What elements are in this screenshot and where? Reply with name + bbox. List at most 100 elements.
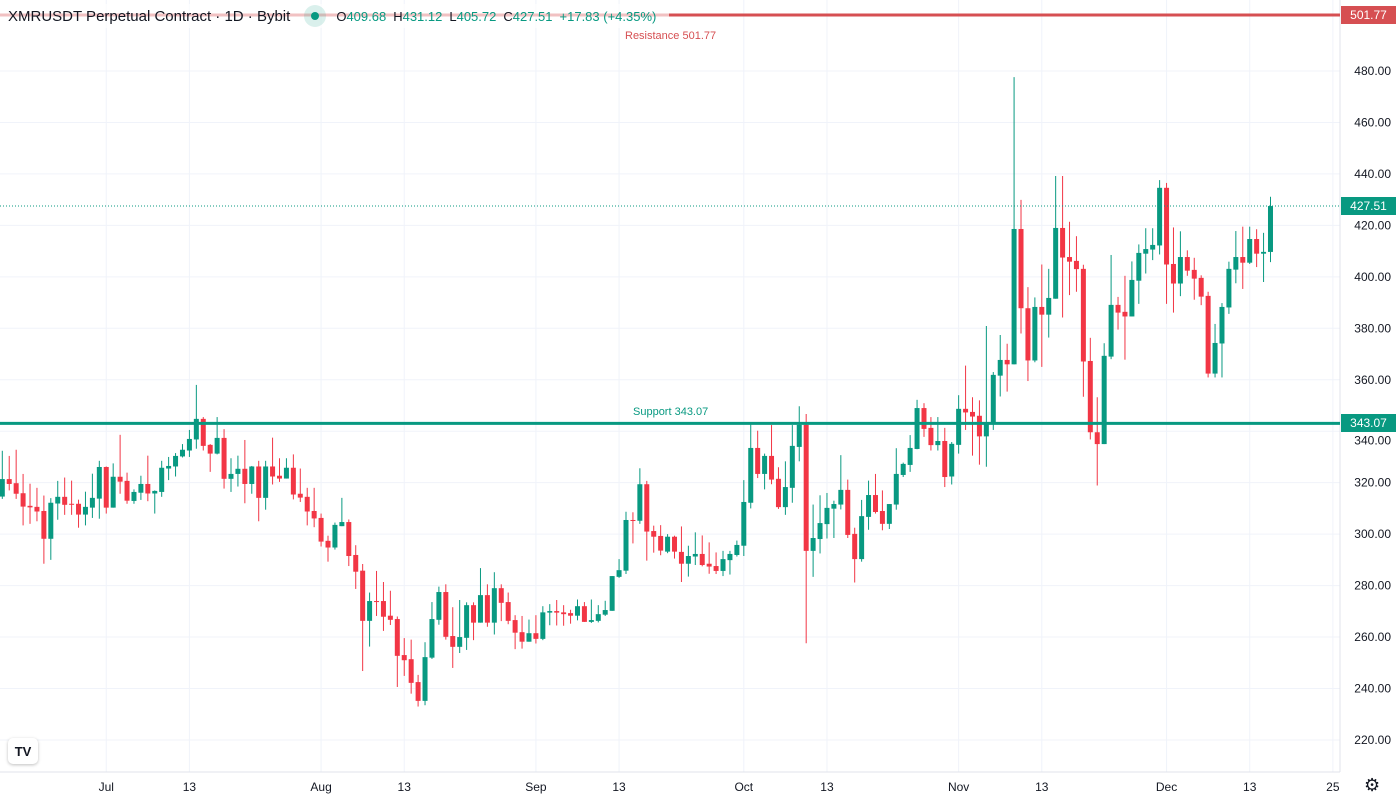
- candle-down: [1067, 221, 1073, 296]
- candle-up: [547, 604, 553, 626]
- candle-body: [928, 427, 934, 446]
- candle-body: [547, 611, 553, 613]
- candle-body: [983, 422, 989, 437]
- candle-body: [283, 467, 289, 479]
- candle-body: [304, 496, 310, 512]
- gear-icon[interactable]: ⚙: [1364, 775, 1381, 795]
- candle-body: [782, 487, 788, 508]
- candle-up: [1267, 196, 1273, 263]
- candle-down: [242, 439, 248, 504]
- tradingview-logo[interactable]: TV: [8, 738, 38, 764]
- candle-down: [387, 590, 393, 625]
- candle-body: [914, 408, 920, 449]
- candle-down: [443, 584, 449, 640]
- candle-up: [762, 453, 768, 490]
- candle-body: [907, 447, 913, 465]
- candle-down: [554, 600, 560, 626]
- candle-down: [755, 430, 761, 479]
- candle-up: [574, 599, 580, 621]
- time-axis[interactable]: Jul 13 Aug 13 Sep 13 Oct 13 Nov 13 Dec 13 25: [99, 780, 1340, 794]
- candle-up: [263, 460, 269, 510]
- candle-up: [1032, 297, 1038, 363]
- candle-down: [408, 639, 414, 694]
- candle-down: [270, 437, 276, 485]
- candle-body: [665, 536, 671, 552]
- candle-up: [990, 372, 996, 430]
- candle-body: [956, 408, 962, 445]
- candle-down: [561, 605, 567, 626]
- candle-up: [1247, 226, 1253, 264]
- candle-body: [138, 483, 144, 493]
- price-tick-label: 360.00: [1354, 373, 1391, 387]
- high-label: H: [393, 8, 403, 24]
- candle-down: [568, 609, 574, 624]
- candle-down: [1254, 229, 1260, 268]
- candle-body: [505, 602, 511, 621]
- candle-body: [1212, 342, 1218, 374]
- candle-body: [131, 491, 137, 501]
- candle-up: [89, 473, 95, 518]
- price-tick-label: 380.00: [1354, 321, 1391, 335]
- candle-up: [907, 435, 913, 472]
- price-tick-label: 300.00: [1354, 527, 1391, 541]
- candle-body: [332, 524, 338, 548]
- price-tick-label: 340.00: [1354, 433, 1391, 447]
- candle-body: [838, 489, 844, 505]
- candle-down: [519, 615, 525, 649]
- candle-up: [1053, 175, 1059, 299]
- candle-body: [976, 415, 982, 437]
- candle-up: [866, 480, 872, 530]
- candle-body: [353, 554, 359, 572]
- candle-body: [699, 553, 705, 566]
- candle-body: [1198, 277, 1204, 297]
- candle-down: [401, 638, 407, 676]
- candle-body: [755, 447, 761, 474]
- time-tick-label: Nov: [948, 780, 969, 794]
- candle-up: [1157, 180, 1163, 255]
- candle-body: [464, 605, 470, 638]
- candle-down: [471, 602, 477, 641]
- candle-down: [290, 454, 296, 500]
- time-tick-label: Jul: [99, 780, 114, 794]
- candle-down: [651, 525, 657, 553]
- candle-up: [720, 550, 726, 577]
- candle-up: [249, 465, 255, 494]
- grid: [0, 0, 1340, 772]
- candle-body: [89, 497, 95, 508]
- candle-down: [1039, 264, 1045, 367]
- candle-down: [353, 545, 359, 589]
- resistance-price-tag: 501.77: [1341, 6, 1396, 24]
- open-label: O: [336, 8, 347, 24]
- symbol-title[interactable]: XMRUSDT Perpetual Contract · 1D · Bybit: [8, 7, 291, 25]
- candle-up: [609, 576, 615, 611]
- candle-up: [1261, 232, 1267, 282]
- candle-body: [1226, 268, 1232, 308]
- candle-body: [886, 504, 892, 524]
- candle-up: [637, 468, 643, 524]
- candle-up: [464, 602, 470, 650]
- candle-up: [82, 491, 88, 526]
- candle-body: [970, 411, 975, 417]
- candle-body: [6, 479, 12, 484]
- market-status-icon[interactable]: [304, 5, 327, 27]
- candle-down: [852, 527, 858, 583]
- candle-body: [1025, 308, 1031, 361]
- candle-down: [1191, 257, 1197, 300]
- candle-down: [498, 584, 504, 622]
- candle-down: [62, 477, 68, 515]
- candle-body: [824, 507, 830, 525]
- candle-body: [367, 601, 373, 621]
- candle-body: [1233, 257, 1239, 270]
- candle-body: [859, 516, 865, 560]
- candle-down: [117, 434, 123, 494]
- candle-body: [200, 418, 206, 446]
- candle-body: [949, 443, 955, 477]
- candle-down: [872, 473, 878, 514]
- candle-up: [1219, 303, 1225, 378]
- candle-up: [859, 499, 865, 562]
- chart-legend: XMRUSDT Perpetual Contract · 1D · Bybit …: [0, 4, 670, 28]
- price-axis[interactable]: 480.00 460.00 440.00 420.00 400.00 380.00 360.…: [1354, 64, 1391, 747]
- candle-body: [311, 510, 317, 519]
- candle-down: [380, 581, 386, 631]
